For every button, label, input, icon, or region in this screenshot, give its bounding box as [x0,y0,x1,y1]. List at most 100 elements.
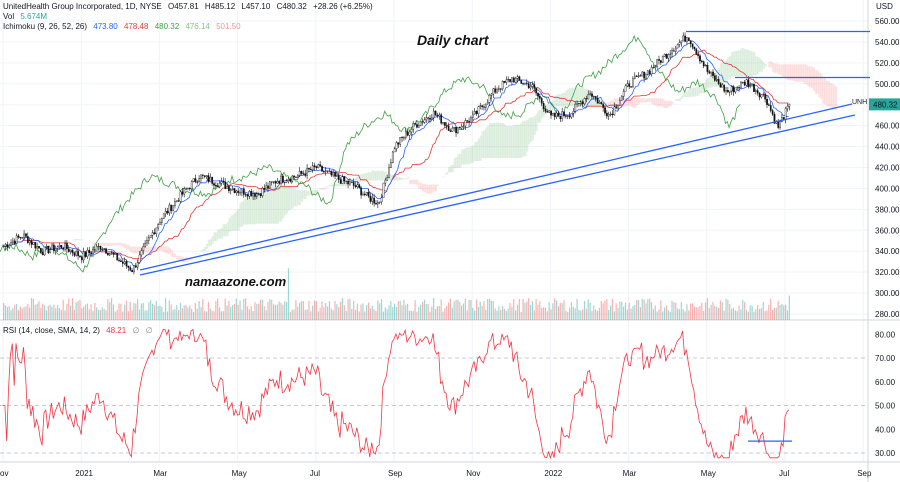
candle-body [373,197,376,204]
candle-body [168,204,171,214]
ichimoku-cloud [71,48,838,263]
candle-body [406,131,409,136]
volume-bar [125,300,128,320]
cloud-segment [565,90,568,106]
candle-body [138,254,141,263]
candle-body [310,169,312,171]
cloud-segment [470,146,473,164]
volume-bar [449,298,452,320]
candle-body [570,113,573,118]
candle-body [362,193,364,196]
candle-body [434,110,437,116]
time-tick-label: Jul [779,469,789,478]
cloud-segment [278,185,281,222]
volume-bar [649,298,651,320]
volume-bar [310,311,312,320]
volume-bar [768,304,770,320]
volume-bar [6,306,8,320]
cloud-segment [161,246,164,251]
volume-bar [600,300,602,320]
cloud-segment [366,172,369,181]
ichimoku-lead1: 476.14 [185,22,210,31]
volume-bar [660,300,662,320]
volume-bar [293,309,295,320]
volume-bar [639,307,641,320]
time-tick-label: Mar [153,469,167,478]
candle-body [460,126,463,129]
ichimoku-base: 478.48 [123,22,149,31]
volume-bar [710,304,712,320]
candle-body [94,249,96,251]
volume-bar [496,310,498,320]
volume-bar [569,307,571,320]
cloud-segment [678,97,682,102]
symbol-legend: UnitedHealth Group Incorporated, 1D, NYS… [3,2,377,11]
candle-body [179,191,182,202]
candle-body [129,267,132,271]
cloud-segment [71,239,75,241]
cloud-segment [511,126,514,159]
candle-body [751,84,753,86]
candle-body [607,113,610,117]
volume-bar [137,299,139,320]
candle-body [311,165,314,171]
cloud-segment [609,100,613,107]
volume-bar [272,304,275,320]
volume-bar [729,303,731,320]
candle-body [73,252,76,256]
candle-body [151,232,154,236]
cloud-segment [572,88,575,106]
volume-bar [554,298,556,320]
cloud-segment [822,78,825,104]
candle-body [332,172,335,176]
volume-bar [479,301,481,320]
cloud-segment [449,165,453,173]
candle-body [308,167,310,170]
cloud-segment [345,183,348,187]
candle-body [142,246,145,251]
volume-bar [194,303,196,320]
candle-body [2,245,5,247]
cloud-segment [559,94,562,107]
candle-body [183,188,186,195]
volume-bar [228,300,230,320]
volume-bar [408,310,411,320]
candle-body [401,136,403,138]
volume-bar [220,311,223,320]
volume-bar [166,311,169,320]
volume-bar [427,304,429,320]
candle-body [518,76,521,81]
candle-body [511,77,513,82]
candle-body [440,114,443,124]
cloud-segment [477,138,480,162]
volume-bar [34,304,36,320]
cloud-segment [131,246,134,254]
candle-body [542,103,545,109]
candle-body [412,123,415,130]
cloud-segment [747,49,750,77]
candle-body [758,92,761,98]
volume-bar [779,305,781,320]
cloud-segment [321,188,324,190]
candle-body [356,184,359,188]
volume-bar [535,299,537,320]
candle-body [717,78,720,84]
cloud-segment [166,246,170,254]
candle-body [239,192,241,194]
candle-body [287,179,290,181]
candle-body [123,261,126,264]
cloud-segment [431,184,434,193]
volume-bar [652,309,655,320]
candle-body [544,108,547,112]
volume-bar [671,300,673,320]
cloud-segment [500,123,503,159]
volume-bar [120,303,122,320]
last-price-badge [869,98,900,111]
volume-bar [164,298,167,320]
candle-body [319,164,322,167]
cloud-segment [812,67,816,91]
close-value: C480.32 [276,2,307,11]
volume-bar [481,305,483,320]
volume-bar [230,306,232,320]
